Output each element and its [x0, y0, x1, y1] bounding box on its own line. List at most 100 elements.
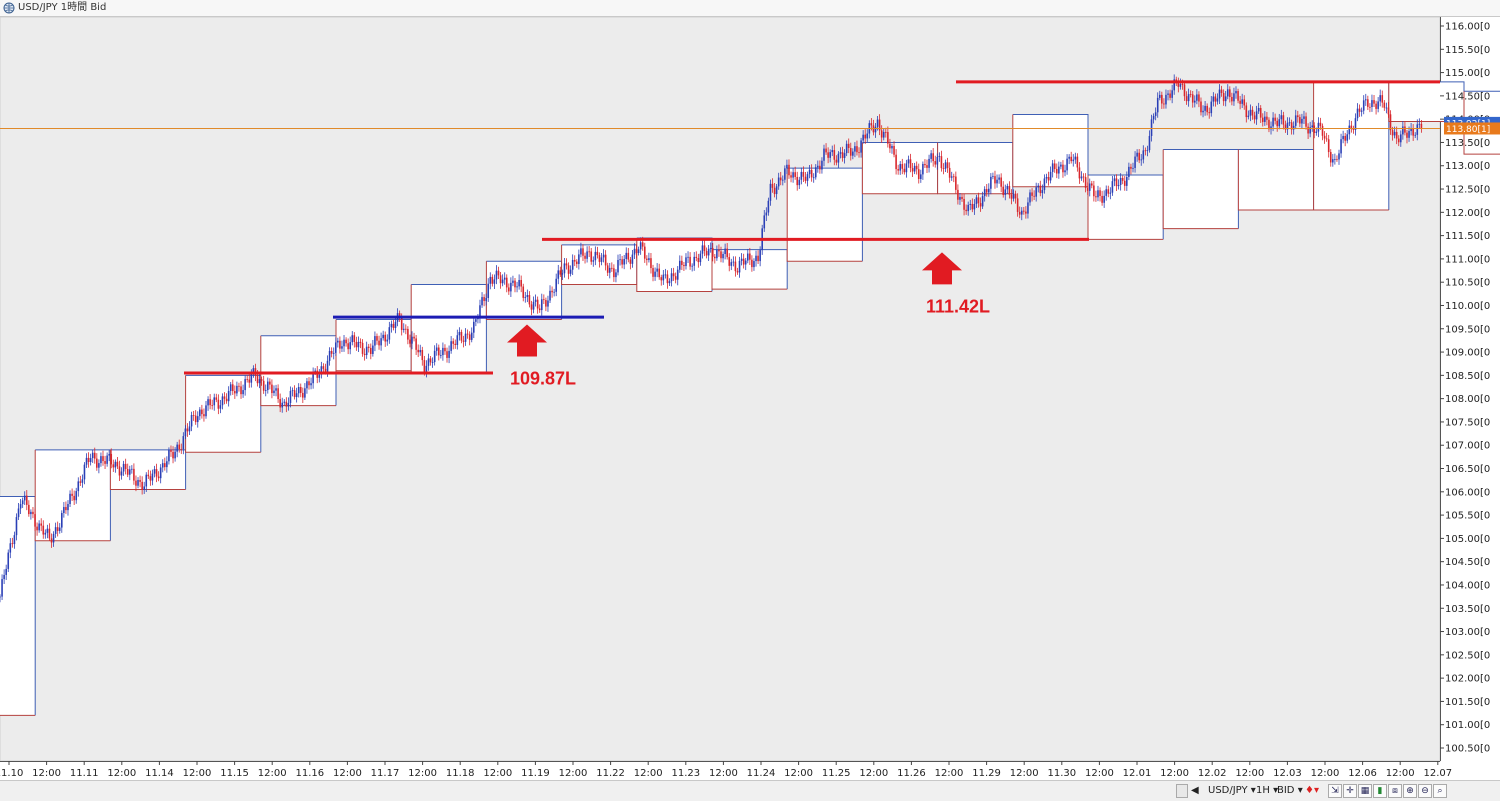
candle-body — [728, 257, 731, 266]
candle-body — [252, 368, 255, 375]
candle-body — [856, 146, 858, 153]
zoom-in-icon[interactable]: ⊕ — [1403, 784, 1417, 798]
candle-body — [1165, 94, 1167, 105]
candle-body — [907, 159, 910, 164]
candle-body — [306, 381, 308, 389]
zoom-fit-icon[interactable]: ⇲ — [1328, 784, 1342, 798]
candle-body — [481, 297, 483, 306]
candle-body — [1043, 178, 1046, 191]
candle-body — [370, 347, 372, 354]
candle-body — [501, 279, 504, 284]
candle-body — [621, 259, 623, 265]
indicator-drop-icon[interactable]: ♦▾ — [1305, 785, 1319, 796]
candle-body — [936, 156, 939, 165]
x-tick-label: 11.23 — [671, 768, 700, 779]
price-marker-badge — [1444, 122, 1500, 135]
price-type-selector[interactable]: BID ▾ — [1277, 784, 1303, 798]
candle-body — [374, 336, 376, 346]
candle-body — [178, 444, 181, 450]
candle-body — [203, 414, 205, 417]
chart-type-icon[interactable]: ⧈ — [1388, 784, 1402, 798]
candle-body — [372, 345, 374, 354]
candle-body — [1344, 135, 1346, 141]
candle-body — [182, 436, 185, 450]
candle-body — [1084, 177, 1087, 188]
candle-body — [207, 399, 209, 406]
candle-body — [1064, 170, 1066, 173]
price-chart[interactable]: 109.87L 111.42L 116.00[0 115.50[0 115.00[0 1… — [0, 17, 1500, 780]
x-tick-label: 11.25 — [822, 768, 851, 779]
candle-body — [635, 248, 638, 254]
candle-body — [1261, 117, 1264, 122]
day-box-low-edge — [109, 449, 186, 490]
candle-body — [345, 339, 347, 344]
y-tick-label: 108.00[0 — [1445, 394, 1490, 405]
candle-body — [1321, 125, 1324, 136]
candle-body — [285, 401, 288, 407]
candle-body — [666, 274, 669, 284]
candle-body — [1179, 84, 1182, 87]
candle-style-icon[interactable]: ▮ — [1373, 784, 1387, 798]
candle-body — [1235, 91, 1237, 94]
candle-body — [145, 474, 148, 487]
scroll-left-icon[interactable]: ◀ — [1191, 785, 1199, 796]
candle-body — [860, 140, 862, 153]
candle-body — [775, 186, 778, 195]
candle-body — [1033, 195, 1035, 197]
candle-body — [1231, 96, 1233, 102]
candle-body — [437, 347, 440, 356]
layout-icon[interactable]: ▦ — [1358, 784, 1372, 798]
candle-body — [491, 276, 494, 284]
annotations: 109.87L 111.42L — [507, 252, 990, 389]
candle-body — [833, 150, 836, 160]
candle-body — [1105, 189, 1108, 196]
candle-body — [211, 405, 213, 406]
candle-body — [324, 368, 327, 372]
candle-body — [817, 165, 819, 168]
candle-body — [1224, 96, 1227, 102]
candle-body — [139, 479, 141, 482]
candle-body — [586, 251, 588, 259]
candle-body — [201, 409, 203, 415]
candle-body — [662, 274, 665, 281]
candle-body — [1319, 122, 1322, 126]
candle-body — [322, 366, 325, 369]
x-tick-label: 12.06 — [1348, 768, 1377, 779]
candle-body — [1259, 107, 1262, 118]
day-box-low-edge — [260, 335, 336, 407]
candle-body — [1068, 156, 1070, 159]
timeframe-selector[interactable]: 1H ▾ — [1256, 784, 1278, 798]
y-tick-label: 102.50[0 — [1445, 650, 1490, 661]
candle-body — [849, 147, 852, 156]
candle-body — [524, 296, 527, 298]
candle-body — [1255, 111, 1258, 120]
candle-body — [561, 273, 564, 275]
search-icon[interactable]: ⌕ — [1433, 784, 1447, 798]
candle-body — [444, 347, 446, 352]
candle-body — [948, 167, 951, 178]
scroll-right-icon[interactable] — [1198, 784, 1204, 798]
candle-body — [1134, 156, 1136, 168]
candle-body — [100, 456, 102, 464]
candle-body — [199, 409, 201, 417]
x-tick-label: 12:00 — [1235, 768, 1264, 779]
candle-body — [1123, 180, 1126, 186]
candle-body — [1185, 96, 1188, 102]
candle-body — [567, 265, 570, 274]
candle-body — [186, 428, 189, 432]
candle-body — [880, 130, 883, 138]
candle-body — [440, 355, 442, 356]
candle-body — [67, 504, 69, 511]
candle-body — [843, 153, 846, 158]
candle-body — [584, 255, 586, 259]
zoom-out-icon[interactable]: ⊖ — [1418, 784, 1432, 798]
candle-body — [532, 301, 535, 310]
candle-body — [1156, 97, 1159, 113]
x-tick-label: 11.11 — [70, 768, 99, 779]
scroll-bar-icon[interactable] — [1176, 784, 1188, 798]
crosshair-icon[interactable]: ✛ — [1343, 784, 1357, 798]
candle-body — [1111, 181, 1114, 193]
symbol-selector[interactable]: USD/JPY ▾ — [1208, 784, 1256, 798]
candle-body — [565, 263, 568, 266]
candle-body — [777, 177, 780, 187]
